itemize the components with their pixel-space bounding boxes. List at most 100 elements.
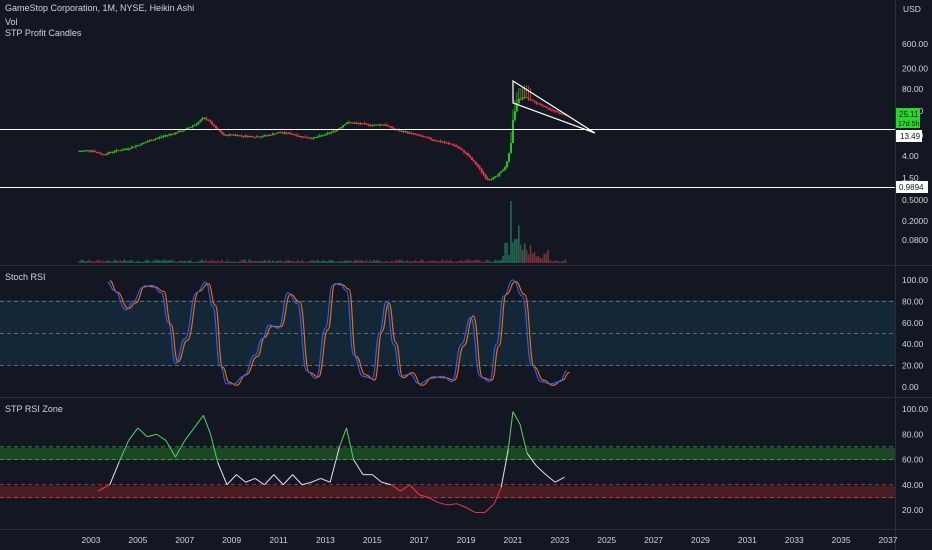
candle-body [256, 136, 259, 138]
candle-body [482, 172, 485, 175]
candle-body [379, 124, 382, 126]
stoch-axis: 100.00 80.00 60.00 40.00 20.00 0.00 [902, 275, 928, 392]
candle-body [351, 122, 354, 124]
candle-body [529, 99, 532, 101]
candle-body [470, 157, 473, 161]
candle-body [265, 135, 268, 137]
candle-body [173, 132, 176, 135]
rsi-zone-line [97, 411, 565, 514]
time-tick-label: 2011 [269, 535, 288, 545]
volume-bar [537, 255, 540, 263]
volume-bar [439, 261, 442, 263]
rsi-zone-legend[interactable]: STP RSI Zone [5, 404, 63, 414]
volume-bar [88, 259, 90, 263]
volume-bar [443, 261, 446, 263]
candle-body [224, 134, 227, 136]
volume-bar [82, 260, 84, 263]
candle-body [177, 130, 180, 133]
volume-bar [203, 261, 206, 263]
volume-bar [334, 261, 336, 263]
volume-bar [486, 259, 489, 263]
volume-bar [262, 260, 264, 263]
candle-body [457, 146, 460, 148]
volume-bar [455, 261, 458, 263]
volume-bar [228, 261, 231, 263]
candle-body [383, 124, 386, 126]
candle-body [445, 142, 448, 144]
candle-body [175, 132, 178, 134]
symbol-legend[interactable]: GameStop Corporation, 1M, NYSE, Heikin A… [5, 3, 195, 13]
candle-body [427, 137, 430, 139]
volume-bar [461, 260, 463, 263]
candle-body [80, 151, 83, 153]
rsi-zone-segment [254, 478, 265, 486]
volume-bar [160, 260, 163, 263]
volume-bar [519, 244, 522, 263]
stoch-rsi-legend[interactable]: Stoch RSI [5, 272, 46, 282]
candle-body [334, 130, 337, 132]
candle-body [242, 135, 245, 137]
candle-body [86, 150, 89, 152]
candle-body [281, 132, 284, 134]
candle-body [508, 152, 511, 162]
candle-body [390, 126, 393, 129]
rsi-zone-segment [339, 427, 347, 448]
volume-bar [490, 261, 493, 263]
candle-body [554, 110, 557, 112]
candle-body [447, 142, 450, 144]
candle-body [148, 140, 151, 142]
candle-body [314, 137, 317, 139]
candle-body [332, 130, 335, 133]
candle-body [215, 126, 218, 129]
volume-bar [178, 261, 180, 263]
candle-body [95, 152, 98, 154]
volume-bar [234, 261, 237, 263]
volume-bar [473, 260, 475, 263]
volume-bar [348, 260, 350, 263]
rsi-zone-segment [381, 481, 392, 486]
candle-body [248, 136, 251, 138]
candle-body [527, 97, 530, 100]
candle-body [371, 125, 374, 127]
volume-bar [560, 261, 563, 263]
volume-bar [121, 261, 124, 263]
time-tick-label: 2033 [785, 535, 804, 545]
volume-bar [92, 261, 94, 263]
rsi-zone-tick-label: 40.00 [902, 480, 924, 490]
volume-bar [549, 260, 551, 263]
rsi-zone-segment [519, 424, 528, 454]
volume-bar [529, 245, 532, 263]
volume-bar [332, 260, 335, 263]
candle-body [103, 154, 106, 156]
rsi-zone-segment [536, 465, 547, 476]
volume-bar [562, 260, 565, 263]
volume-bar [434, 260, 436, 263]
rsi-zone-segment [329, 446, 340, 483]
time-tick-label: 2037 [879, 535, 898, 545]
candle-body [363, 123, 366, 125]
candle-body [285, 132, 288, 134]
rsi-zone-segment [419, 494, 429, 498]
indicator-legend[interactable]: STP Profit Candles [5, 28, 82, 38]
volume-bar [226, 259, 229, 263]
volume-bar [394, 260, 397, 263]
rsi-zone-green-fill [0, 448, 895, 460]
candle-body [416, 134, 419, 136]
volume-bar [303, 261, 305, 263]
candle-body [109, 152, 112, 154]
candle-body [328, 133, 331, 135]
volume-bar [326, 261, 329, 263]
candle-body [535, 101, 538, 104]
volume-bar [281, 261, 284, 263]
volume-bar [217, 260, 219, 263]
candle-body [226, 134, 229, 136]
candle-body [322, 135, 325, 137]
volume-bar [416, 260, 419, 263]
vol-legend[interactable]: Vol [5, 17, 18, 27]
volume-bar [221, 259, 223, 263]
candle-body [277, 132, 280, 134]
volume-bar [406, 260, 409, 263]
triangle-pattern[interactable] [512, 79, 596, 134]
candle-body [340, 127, 343, 129]
